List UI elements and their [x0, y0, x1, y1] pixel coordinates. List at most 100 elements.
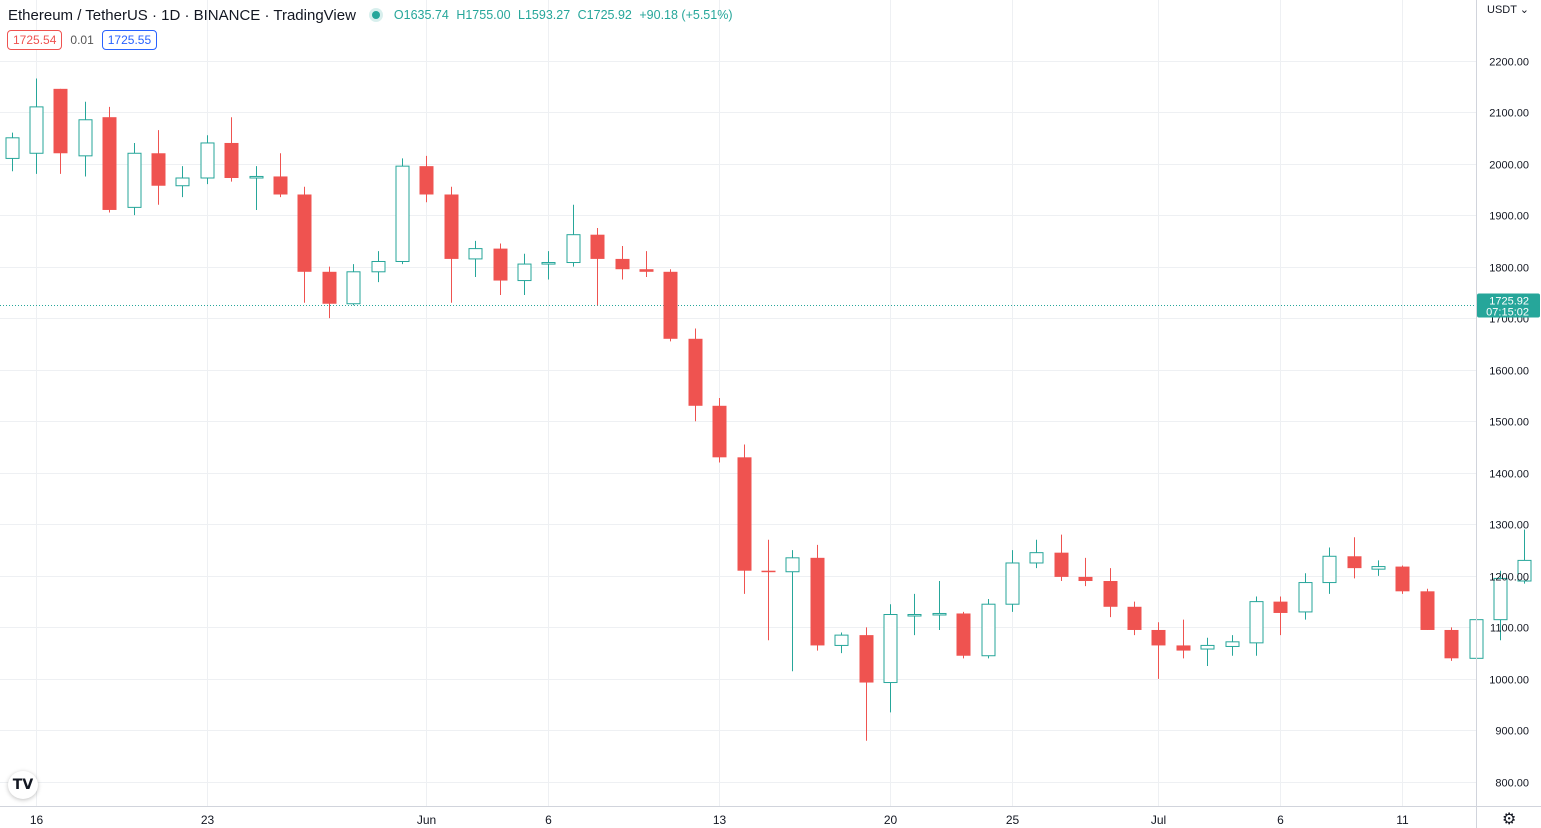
candle-body	[224, 142, 239, 179]
candle-body	[761, 570, 776, 573]
candle-body	[615, 258, 630, 270]
x-tick-label: 11	[1396, 813, 1409, 827]
candle-up	[200, 135, 215, 185]
tradingview-logo-icon[interactable]: TV	[8, 771, 38, 799]
candle-down	[1054, 534, 1069, 582]
candle-up	[5, 132, 20, 172]
candle-body	[1249, 601, 1264, 644]
y-tick-label: 2100.00	[1489, 108, 1529, 120]
sell-button[interactable]: 1725.54	[7, 30, 63, 50]
candle-body	[127, 152, 142, 208]
y-tick-label: 1800.00	[1489, 263, 1529, 275]
open-value: O1635.74	[393, 8, 449, 22]
candle-body	[639, 269, 654, 272]
candle-up	[1005, 550, 1020, 612]
candle-body	[297, 194, 312, 272]
candle-body	[1347, 556, 1362, 569]
candle-body	[981, 603, 996, 657]
market-status-icon	[371, 11, 380, 19]
candle-up	[346, 264, 361, 306]
candle-up	[1249, 596, 1264, 656]
trade-buttons: 1725.54 0.01 1725.55	[7, 30, 158, 50]
candle-body	[102, 117, 117, 210]
candle-up	[981, 599, 996, 659]
change-value: +90.18 (+5.51%)	[639, 8, 733, 22]
candle-up	[249, 166, 264, 210]
candle-down	[1078, 557, 1093, 587]
y-tick-label: 1000.00	[1489, 675, 1529, 687]
candle-body	[1200, 644, 1215, 650]
candle-down	[151, 130, 166, 205]
last-price-countdown: 07:15:02	[1486, 307, 1529, 319]
candle-body	[1078, 576, 1093, 582]
candle-body	[1420, 591, 1435, 630]
candle-up	[1225, 635, 1240, 656]
candle-down	[419, 155, 434, 203]
candle-down	[663, 269, 678, 342]
candle-body	[1225, 641, 1240, 647]
candle-body	[1322, 555, 1337, 584]
candle-down	[737, 444, 752, 594]
y-tick-label: 900.00	[1495, 726, 1529, 738]
candle-up	[907, 593, 922, 636]
candle-down	[1273, 596, 1288, 636]
gear-icon[interactable]: ⚙	[1502, 809, 1517, 828]
candle-up	[29, 78, 44, 174]
candle-down	[761, 539, 776, 641]
candle-body	[249, 175, 264, 179]
spread-value: 0.01	[70, 33, 94, 47]
candle-down	[1127, 601, 1142, 636]
candle-down	[224, 117, 239, 182]
candle-body	[590, 234, 605, 259]
last-price-value: 1725.92	[1489, 296, 1529, 308]
candle-up	[1298, 573, 1313, 620]
candle-up	[883, 604, 898, 713]
candle-body	[1444, 629, 1459, 659]
high-value: H1755.00	[456, 8, 511, 22]
candle-body	[322, 271, 337, 304]
candle-body	[1054, 552, 1069, 577]
candle-up	[1517, 529, 1532, 584]
candle-up	[1371, 560, 1386, 576]
candle-down	[1103, 568, 1118, 618]
candle-body	[5, 137, 20, 159]
candle-down	[810, 544, 825, 651]
candle-body	[175, 177, 190, 187]
candle-body	[346, 271, 361, 305]
candles	[5, 78, 1532, 741]
candle-up	[395, 158, 410, 265]
candle-down	[322, 266, 337, 319]
candle-body	[688, 338, 703, 406]
symbol-title[interactable]: Ethereum / TetherUS · 1D · BINANCE · Tra…	[8, 6, 356, 24]
candle-body	[932, 612, 947, 616]
candle-body	[1371, 566, 1386, 570]
candle-down	[688, 328, 703, 422]
x-tick-label: Jul	[1151, 813, 1166, 827]
candle-down	[53, 88, 68, 174]
candle-body	[1029, 552, 1044, 564]
candle-body	[468, 248, 483, 260]
candle-up	[371, 251, 386, 283]
candle-down	[297, 186, 312, 303]
candle-down	[712, 398, 727, 463]
currency-selector[interactable]: USDT ⌄	[1487, 4, 1530, 16]
candle-up	[1322, 547, 1337, 594]
candle-up	[78, 101, 93, 177]
x-tick-label: 6	[545, 813, 552, 827]
candle-body	[151, 153, 166, 186]
buy-button[interactable]: 1725.55	[101, 30, 158, 50]
candle-down	[493, 243, 508, 295]
candle-body	[737, 457, 752, 571]
ohlc-values: O1635.74 H1755.00 L1593.27 C1725.92 +90.…	[394, 8, 737, 22]
candle-down	[1151, 622, 1166, 679]
candle-body	[712, 405, 727, 458]
candle-body	[541, 262, 556, 265]
y-tick-label: 1600.00	[1489, 366, 1529, 378]
candle-body	[493, 248, 508, 281]
candle-down	[1395, 565, 1410, 594]
candle-up	[127, 142, 142, 216]
y-tick-label: 2000.00	[1489, 160, 1529, 172]
candle-body	[1103, 581, 1118, 607]
y-tick-label: 1400.00	[1489, 469, 1529, 481]
